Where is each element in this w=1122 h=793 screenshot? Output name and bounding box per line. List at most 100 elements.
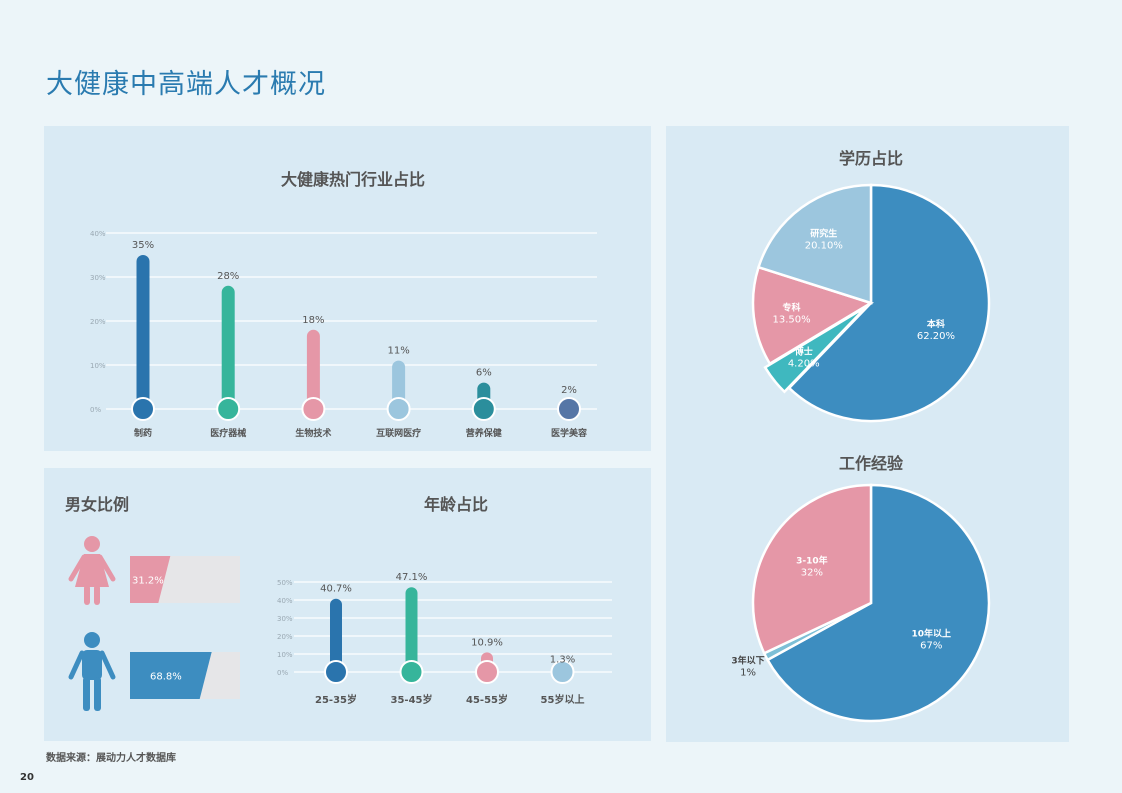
icon-arm <box>68 554 87 582</box>
category-label: 55岁以上 <box>541 693 585 706</box>
bar-bulb <box>557 397 581 421</box>
bar-bulb <box>301 397 326 421</box>
category-label: 25-35岁 <box>315 693 357 706</box>
y-tick-label: 10% <box>90 362 106 370</box>
y-tick-label: 0% <box>277 669 288 677</box>
y-tick-label: 40% <box>90 230 106 238</box>
bar <box>221 285 235 409</box>
industry-bar-chart: 大健康热门行业占比 0% 10% 20% 30% 40% 35% 制药 28% 医疗器械 18% 生物… <box>90 170 597 439</box>
icon-leg <box>94 585 100 605</box>
bar-bulb <box>399 660 424 684</box>
data-source-note: 数据来源：展动力人才数据库 <box>46 753 176 764</box>
gender-bar <box>130 652 212 699</box>
female-icon <box>68 536 116 605</box>
bar-bulb <box>131 397 155 421</box>
y-tick-label: 0% <box>90 406 101 414</box>
category-label: 制药 <box>134 427 152 439</box>
y-tick-label: 20% <box>90 318 106 326</box>
bar <box>392 360 406 409</box>
slice-value: 67% <box>920 641 942 652</box>
value-label: 11% <box>387 346 409 357</box>
category-label: 35-45岁 <box>391 693 433 706</box>
slice-value: 20.10% <box>805 240 843 251</box>
icon-head <box>84 536 100 552</box>
slice-value: 1% <box>740 668 756 679</box>
y-tick-label: 30% <box>277 615 293 623</box>
slice-value: 62.20% <box>917 331 955 342</box>
pie-slice <box>763 305 868 394</box>
page-number: 20 <box>20 772 34 783</box>
slice-label: 3-10年 <box>796 554 828 566</box>
icon-head <box>84 632 100 648</box>
bar <box>306 329 320 409</box>
y-tick-label: 50% <box>277 579 293 587</box>
value-label: 47.1% <box>396 572 428 583</box>
pie-slice <box>756 183 873 305</box>
category-label: 45-55岁 <box>466 693 508 706</box>
y-tick-label: 30% <box>90 274 106 282</box>
icon-arm <box>99 650 116 680</box>
value-label: 18% <box>302 315 324 326</box>
age-bar-chart: 年龄占比 0% 10% 20% 30% 40% 50% 40.7% 25-35岁 47.1% 35-… <box>277 495 612 706</box>
page-title: 大健康中高端人才概况 <box>46 69 326 100</box>
people-panel: 男女比例 31.2% 68.8% 年龄占比 0% 10% 20% 30% 40% 50% 40.7… <box>44 468 651 741</box>
slice-label: 10年以上 <box>911 628 951 640</box>
slice-label: 专科 <box>783 301 801 313</box>
slice-value: 32% <box>801 567 823 578</box>
category-label: 医疗器械 <box>210 427 246 439</box>
bar-bulb <box>386 397 411 421</box>
bar <box>405 587 418 672</box>
icon-arm <box>68 650 85 680</box>
chart-title: 工作经验 <box>839 454 904 473</box>
bar-bulb <box>216 397 241 421</box>
value-label: 10.9% <box>471 637 503 648</box>
gender-bar <box>130 556 171 603</box>
bar-bulb <box>471 397 496 421</box>
male-icon <box>68 632 116 711</box>
pie-slice <box>751 483 873 655</box>
value-label: 35% <box>132 240 154 251</box>
category-label: 生物技术 <box>295 427 331 439</box>
value-label: 1.3% <box>550 655 575 666</box>
gender-chart: 男女比例 31.2% 68.8% <box>65 495 240 711</box>
icon-leg <box>83 677 90 711</box>
icon-torso <box>82 650 102 680</box>
bar-bulb <box>550 660 575 684</box>
pie-charts-panel: 学历占比本科 62.20% 博士 4.20% 专科 13.50% 研究生 20.10% 工作经… <box>666 126 1069 742</box>
pie-slice <box>751 265 875 366</box>
icon-arm <box>97 554 116 582</box>
icon-leg <box>84 585 90 605</box>
bar <box>330 598 342 672</box>
bar-bulb <box>475 660 499 684</box>
y-tick-label: 10% <box>277 651 293 659</box>
category-label: 互联网医疗 <box>376 427 421 439</box>
pie-slice <box>787 183 991 423</box>
icon-leg <box>94 677 101 711</box>
chart-title: 年龄占比 <box>424 495 488 514</box>
bar-bulb <box>324 660 348 684</box>
y-tick-label: 20% <box>277 633 293 641</box>
industry-chart-panel: 大健康热门行业占比 0% 10% 20% 30% 40% 35% 制药 28% 医疗器械 18% 生物… <box>44 126 651 451</box>
slice-label: 本科 <box>927 318 945 330</box>
category-label: 营养保健 <box>466 427 502 439</box>
value-label: 40.7% <box>320 584 352 595</box>
y-tick-label: 40% <box>277 597 293 605</box>
value-label: 31.2% <box>132 576 164 587</box>
chart-title: 男女比例 <box>65 495 129 514</box>
slice-label: 研究生 <box>810 227 837 239</box>
value-label: 68.8% <box>150 672 182 683</box>
slice-label: 博士 <box>795 346 813 358</box>
slice-value: 4.20% <box>788 359 820 370</box>
slice-label: 3年以下 <box>731 655 764 667</box>
slice-value: 13.50% <box>772 314 810 325</box>
chart-title: 学历占比 <box>839 149 903 168</box>
value-label: 28% <box>217 271 239 282</box>
category-label: 医学美容 <box>551 427 587 439</box>
value-label: 6% <box>476 368 492 379</box>
bar <box>136 255 150 409</box>
pie-slice <box>765 483 991 723</box>
value-label: 2% <box>561 385 577 396</box>
chart-title: 大健康热门行业占比 <box>281 170 425 189</box>
